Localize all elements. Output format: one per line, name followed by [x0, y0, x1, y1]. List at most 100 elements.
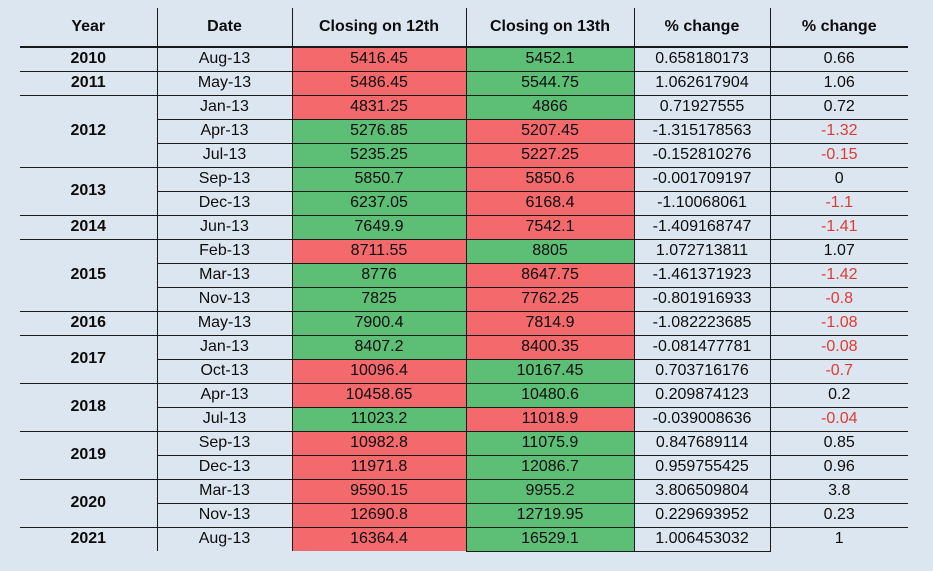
- year-cell[interactable]: 2016: [20, 311, 157, 336]
- closing-13th-cell[interactable]: 11018.9: [465, 406, 635, 432]
- year-cell[interactable]: 2010: [20, 47, 157, 72]
- closing-12th-cell[interactable]: 5850.7: [291, 166, 467, 192]
- date-cell[interactable]: Dec-13: [156, 454, 293, 480]
- closing-12th-cell[interactable]: 11971.8: [291, 454, 467, 480]
- closing-12th-cell[interactable]: 11023.2: [291, 406, 467, 432]
- pct-change-rounded-cell[interactable]: 0.85: [769, 430, 908, 455]
- pct-change-rounded-cell[interactable]: -0.04: [769, 406, 908, 431]
- year-cell[interactable]: 2017: [20, 335, 157, 384]
- closing-13th-cell[interactable]: 5850.6: [465, 166, 635, 192]
- pct-change-cell[interactable]: -1.409168747: [633, 214, 771, 240]
- closing-12th-cell[interactable]: 5235.25: [291, 142, 467, 168]
- closing-13th-cell[interactable]: 5207.45: [465, 118, 635, 144]
- date-cell[interactable]: Apr-13: [156, 382, 293, 408]
- closing-12th-cell[interactable]: 5276.85: [291, 118, 467, 144]
- pct-change-rounded-cell[interactable]: 0.66: [769, 46, 908, 71]
- date-cell[interactable]: Sep-13: [156, 166, 293, 192]
- header-pct-change-rounded[interactable]: % change: [769, 8, 908, 48]
- date-cell[interactable]: Nov-13: [156, 502, 293, 528]
- date-cell[interactable]: Jan-13: [156, 334, 293, 360]
- closing-12th-cell[interactable]: 10982.8: [291, 430, 467, 456]
- year-cell[interactable]: 2019: [20, 431, 157, 480]
- pct-change-cell[interactable]: -0.039008636: [633, 406, 771, 432]
- closing-13th-cell[interactable]: 10167.45: [465, 358, 635, 384]
- pct-change-rounded-cell[interactable]: 0.72: [769, 94, 908, 119]
- closing-12th-cell[interactable]: 8711.55: [291, 238, 467, 264]
- closing-12th-cell[interactable]: 16364.4: [291, 526, 467, 551]
- closing-12th-cell[interactable]: 12690.8: [291, 502, 467, 528]
- pct-change-rounded-cell[interactable]: 0.2: [769, 382, 908, 407]
- closing-13th-cell[interactable]: 5544.75: [465, 70, 635, 96]
- pct-change-rounded-cell[interactable]: 3.8: [769, 478, 908, 503]
- closing-12th-cell[interactable]: 7825: [291, 286, 467, 312]
- pct-change-rounded-cell[interactable]: -0.7: [769, 358, 908, 383]
- pct-change-cell[interactable]: 0.71927555: [633, 94, 771, 120]
- closing-12th-cell[interactable]: 4831.25: [291, 94, 467, 120]
- closing-13th-cell[interactable]: 12086.7: [465, 454, 635, 480]
- header-closing-13th[interactable]: Closing on 13th: [465, 8, 634, 48]
- date-cell[interactable]: May-13: [156, 310, 293, 336]
- closing-13th-cell[interactable]: 5452.1: [465, 46, 635, 72]
- pct-change-cell[interactable]: -0.152810276: [633, 142, 771, 168]
- header-date[interactable]: Date: [156, 8, 292, 48]
- closing-12th-cell[interactable]: 5416.45: [291, 46, 467, 72]
- closing-13th-cell[interactable]: 11075.9: [465, 430, 635, 456]
- year-cell[interactable]: 2013: [20, 167, 157, 216]
- closing-13th-cell[interactable]: 7762.25: [465, 286, 635, 312]
- pct-change-rounded-cell[interactable]: -1.1: [769, 190, 908, 215]
- closing-13th-cell[interactable]: 12719.95: [465, 502, 635, 528]
- closing-12th-cell[interactable]: 5486.45: [291, 70, 467, 96]
- pct-change-cell[interactable]: 0.703716176: [633, 358, 771, 384]
- header-year[interactable]: Year: [20, 8, 157, 48]
- date-cell[interactable]: Nov-13: [156, 286, 293, 312]
- pct-change-cell[interactable]: 0.209874123: [633, 382, 771, 408]
- pct-change-cell[interactable]: 0.229693952: [633, 502, 771, 528]
- date-cell[interactable]: Mar-13: [156, 262, 293, 288]
- date-cell[interactable]: Dec-13: [156, 190, 293, 216]
- pct-change-cell[interactable]: 1.062617904: [633, 70, 771, 96]
- pct-change-cell[interactable]: -0.001709197: [633, 166, 771, 192]
- year-cell[interactable]: 2015: [20, 239, 157, 312]
- pct-change-rounded-cell[interactable]: 1.06: [769, 70, 908, 95]
- closing-13th-cell[interactable]: 8647.75: [465, 262, 635, 288]
- pct-change-cell[interactable]: -1.461371923: [633, 262, 771, 288]
- pct-change-cell[interactable]: 0.658180173: [633, 46, 771, 72]
- pct-change-cell[interactable]: 0.847689114: [633, 430, 771, 456]
- pct-change-cell[interactable]: -1.315178563: [633, 118, 771, 144]
- pct-change-cell[interactable]: 3.806509804: [633, 478, 771, 504]
- date-cell[interactable]: Jun-13: [156, 214, 293, 240]
- date-cell[interactable]: Jan-13: [156, 94, 293, 120]
- year-cell[interactable]: 2020: [20, 479, 157, 528]
- pct-change-rounded-cell[interactable]: -0.15: [769, 142, 908, 167]
- closing-13th-cell[interactable]: 16529.1: [465, 526, 635, 552]
- closing-12th-cell[interactable]: 6237.05: [291, 190, 467, 216]
- date-cell[interactable]: Mar-13: [156, 478, 293, 504]
- pct-change-cell[interactable]: 1.006453032: [633, 526, 771, 552]
- year-cell[interactable]: 2011: [20, 71, 157, 96]
- pct-change-rounded-cell[interactable]: -0.08: [769, 334, 908, 359]
- closing-12th-cell[interactable]: 10096.4: [291, 358, 467, 384]
- date-cell[interactable]: Oct-13: [156, 358, 293, 384]
- date-cell[interactable]: Feb-13: [156, 238, 293, 264]
- header-pct-change[interactable]: % change: [633, 8, 770, 48]
- closing-13th-cell[interactable]: 8400.35: [465, 334, 635, 360]
- pct-change-rounded-cell[interactable]: -0.8: [769, 286, 908, 311]
- pct-change-rounded-cell[interactable]: 0.23: [769, 502, 908, 527]
- closing-12th-cell[interactable]: 8776: [291, 262, 467, 288]
- closing-13th-cell[interactable]: 5227.25: [465, 142, 635, 168]
- pct-change-rounded-cell[interactable]: -1.42: [769, 262, 908, 287]
- year-cell[interactable]: 2018: [20, 383, 157, 432]
- pct-change-cell[interactable]: -0.081477781: [633, 334, 771, 360]
- year-cell[interactable]: 2014: [20, 215, 157, 240]
- closing-13th-cell[interactable]: 7542.1: [465, 214, 635, 240]
- pct-change-rounded-cell[interactable]: 1.07: [769, 238, 908, 263]
- pct-change-cell[interactable]: -1.082223685: [633, 310, 771, 336]
- header-closing-12th[interactable]: Closing on 12th: [291, 8, 466, 48]
- closing-12th-cell[interactable]: 7900.4: [291, 310, 467, 336]
- closing-12th-cell[interactable]: 8407.2: [291, 334, 467, 360]
- pct-change-cell[interactable]: 1.072713811: [633, 238, 771, 264]
- year-cell[interactable]: 2021: [70, 530, 107, 548]
- pct-change-cell[interactable]: 0.959755425: [633, 454, 771, 480]
- closing-12th-cell[interactable]: 7649.9: [291, 214, 467, 240]
- pct-change-rounded-cell[interactable]: -1.32: [769, 118, 908, 143]
